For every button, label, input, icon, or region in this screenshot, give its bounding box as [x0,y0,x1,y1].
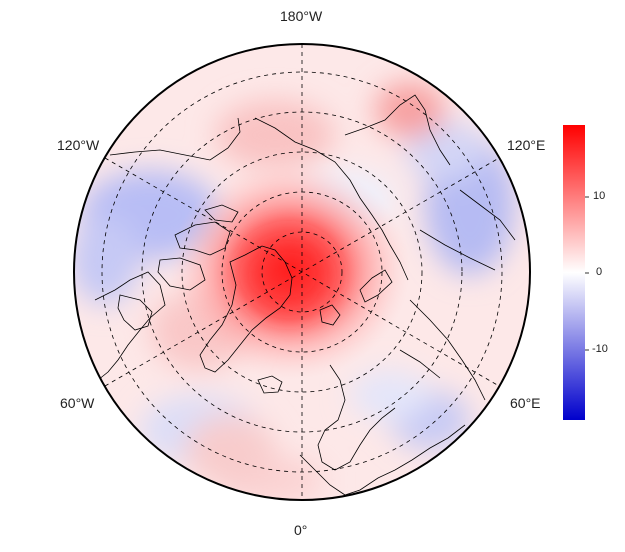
colorbar-label-neg10: -10 [592,343,608,355]
lon-label-60w: 60°W [60,395,95,411]
europe-coast [299,424,466,496]
russia-interior-border [399,189,516,401]
greenland-coast [199,245,293,373]
lon-label-180w: 180°W [280,8,323,24]
novaya-zemlya-coast [359,269,393,303]
svalbard-coast [319,304,341,326]
hudson-bay-coast [117,294,153,331]
scandinavia-coast [317,364,396,471]
siberia-coast [254,117,409,281]
coastlines [94,94,516,496]
lon-label-0: 0° [294,522,308,538]
colorbar-label-10: 10 [593,190,606,202]
lon-label-60e: 60°E [510,395,541,411]
colorbar-label-0: 0 [596,266,603,278]
lon-label-120e: 120°E [507,137,546,153]
canada-coast [94,271,166,381]
graticule [101,44,503,500]
colorbar [563,125,585,420]
lon-label-120w: 120°W [57,137,100,153]
kamchatka-coast [344,94,451,166]
globe-frame [73,43,531,501]
canadian-archipelago-coast [157,204,239,291]
alaska-coast [109,117,241,161]
iceland-coast [257,375,283,394]
